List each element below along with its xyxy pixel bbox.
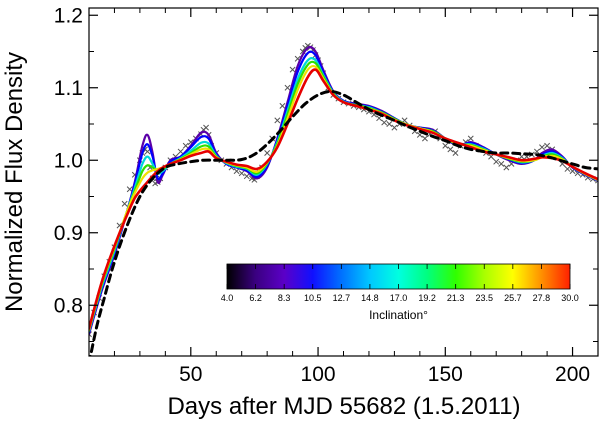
observation-marker <box>289 66 296 73</box>
observation-marker <box>203 124 210 131</box>
colorbar-title: Inclination° <box>369 308 428 322</box>
observation-marker <box>533 148 540 155</box>
colorbar-tick-label: 8.3 <box>278 293 291 303</box>
observation-marker <box>391 124 398 131</box>
x-tick-label: 200 <box>555 363 590 386</box>
observation-marker <box>279 102 286 109</box>
x-tick-label: 50 <box>179 363 202 386</box>
observation-marker <box>564 165 571 172</box>
observation-marker <box>442 142 449 149</box>
colorbar-tick-label: 17.0 <box>390 293 408 303</box>
observation-marker <box>493 158 500 165</box>
observation-marker <box>274 117 281 124</box>
observation-marker <box>238 170 245 177</box>
observation-marker <box>381 119 388 126</box>
observation-marker <box>126 186 133 193</box>
observation-marker <box>243 173 250 180</box>
observation-marker <box>544 142 551 149</box>
colorbar: 4.0 6.2 8.3 10.5 12.7 14.8 17.0 19.2 21.3 23.5 25.… <box>221 263 579 322</box>
observation-marker <box>447 146 454 153</box>
observation-marker <box>89 331 92 338</box>
colorbar-tick-label: 14.8 <box>361 293 379 303</box>
observation-marker <box>177 148 184 155</box>
observation-marker <box>284 84 291 91</box>
y-tick-label: 1.0 <box>54 149 83 172</box>
observation-marker <box>467 135 474 142</box>
observation-marker <box>182 142 189 149</box>
x-axis-title: Days after MJD 55682 (1.5.2011) <box>167 393 520 420</box>
x-tick-label: 150 <box>428 363 463 386</box>
inclination-series-line <box>89 64 598 331</box>
plot-area <box>89 42 598 356</box>
colorbar-tick-label: 30.0 <box>561 293 579 303</box>
colorbar-tick-label: 4.0 <box>221 293 234 303</box>
observation-marker <box>121 200 128 207</box>
observation-marker <box>421 135 428 142</box>
dashed-model-line <box>89 89 598 356</box>
y-tick-label: 1.1 <box>54 77 83 100</box>
inclination-series-line <box>89 68 598 330</box>
colorbar-tick-label: 6.2 <box>249 293 262 303</box>
inclination-series-line <box>89 57 598 333</box>
y-tick-label: 0.8 <box>54 294 83 317</box>
x-tick-label: 100 <box>301 363 336 386</box>
colorbar-tick-label: 27.8 <box>533 293 551 303</box>
observation-marker <box>264 150 271 156</box>
observation-marker <box>144 148 151 155</box>
observation-marker <box>539 144 545 151</box>
colorbar-tick-label: 12.7 <box>333 293 351 303</box>
y-tick-label: 1.2 <box>54 4 83 27</box>
observation-marker <box>386 121 393 127</box>
colorbar-tick-label: 10.5 <box>304 293 322 303</box>
observation-marker <box>498 160 505 167</box>
observation-marker <box>233 168 240 175</box>
inclination-series-line <box>89 50 598 334</box>
colorbar-tick-label: 19.2 <box>418 293 436 303</box>
y-axis-title: Normalized Flux Density <box>1 52 28 312</box>
observation-marker <box>452 150 459 156</box>
colorbar-tick-label: 23.5 <box>475 293 493 303</box>
plot-frame <box>88 7 599 357</box>
inclination-series-line <box>89 45 598 336</box>
colorbar-tick-label: 25.7 <box>504 293 522 303</box>
y-tick-label: 0.9 <box>54 222 83 245</box>
axes: 50 100 150 200 0.8 0.9 1.0 1.1 1.2 <box>54 4 599 386</box>
observation-marker <box>503 164 510 171</box>
colorbar-tick-label: 21.3 <box>447 293 465 303</box>
